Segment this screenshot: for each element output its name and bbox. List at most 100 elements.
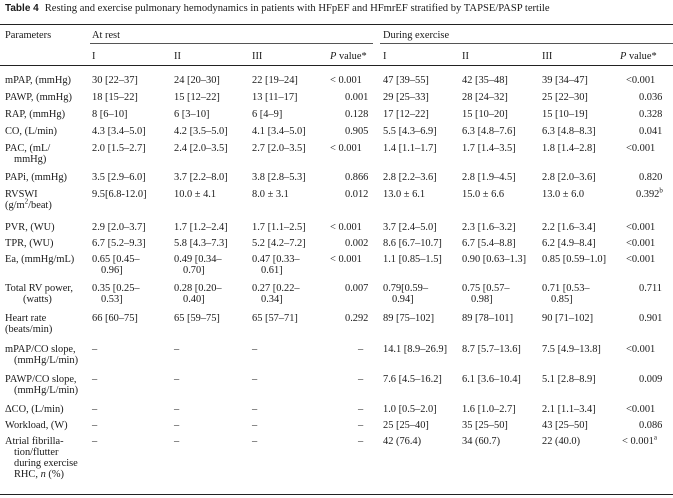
- ex-t3: 1.8 [1.4–2.8]: [542, 143, 596, 154]
- ex-t3: 13.0 ± 6.0: [542, 189, 585, 200]
- ex-p: 0.820: [639, 172, 663, 183]
- ex-t2: 6.1 [3.6–10.4]: [462, 374, 521, 385]
- rest-t2: 15 [12–22]: [174, 92, 220, 103]
- rest-p: –: [358, 436, 364, 447]
- row-param: Total RV power, (watts): [5, 283, 73, 305]
- rest-p: 0.128: [345, 109, 369, 120]
- ex-t1: 1.1 [0.85–1.5]: [383, 254, 442, 265]
- ex-p: 0.711: [639, 283, 662, 294]
- rest-t3: –: [252, 344, 258, 355]
- ex-p: 0.041: [639, 126, 663, 137]
- rest-t2: 4.2 [3.5–5.0]: [174, 126, 228, 137]
- ex-p: <0.001: [626, 344, 656, 355]
- ex-t3: 6.3 [4.8–8.3]: [542, 126, 596, 137]
- ex-t2: 42 [35–48]: [462, 75, 508, 86]
- ex-t1: 3.7 [2.4–5.0]: [383, 222, 437, 233]
- ex-t2: 1.7 [1.4–3.5]: [462, 143, 516, 154]
- rest-t2: 65 [59–75]: [174, 313, 220, 324]
- header-rest-tertile-3: III: [252, 51, 263, 62]
- rest-t1: –: [92, 374, 98, 385]
- ex-t3: 0.85 [0.59–1.0]: [542, 254, 607, 265]
- ex-t2: 2.3 [1.6–3.2]: [462, 222, 516, 233]
- ex-t2: 0.75 [0.57– 0.98]: [462, 283, 510, 305]
- ex-t2: 34 (60.7): [462, 436, 501, 447]
- table-caption: Table 4 Resting and exercise pulmonary he…: [5, 3, 550, 14]
- ex-t1: 25 [25–40]: [383, 420, 429, 431]
- rest-t1: 2.0 [1.5–2.7]: [92, 143, 146, 154]
- table-label: Table 4: [5, 3, 39, 14]
- bottom-rule: [0, 494, 673, 495]
- row-param: mPAP, (mmHg): [5, 75, 72, 86]
- rest-t1: 66 [60–75]: [92, 313, 138, 324]
- header-ex-tertile-3: III: [542, 51, 553, 62]
- rest-t1: 30 [22–37]: [92, 75, 138, 86]
- rest-t1: –: [92, 420, 98, 431]
- row-param: TPR, (WU): [5, 238, 54, 249]
- ex-p: <0.001: [626, 238, 656, 249]
- ex-t1: 42 (76.4): [383, 436, 422, 447]
- ex-p: < 0.001a: [622, 433, 657, 447]
- ex-p: 0.901: [639, 313, 663, 324]
- ex-t2: 0.90 [0.63–1.3]: [462, 254, 527, 265]
- ex-t3: 2.2 [1.6–3.4]: [542, 222, 596, 233]
- rest-t1: –: [92, 436, 98, 447]
- header-rest-tertile-2: II: [174, 51, 181, 62]
- rest-t2: 6 [3–10]: [174, 109, 210, 120]
- row-param: RAP, (mmHg): [5, 109, 66, 120]
- row-param: Heart rate (beats/min): [5, 313, 53, 335]
- rest-p: < 0.001: [330, 254, 362, 265]
- ex-t1: 13.0 ± 6.1: [383, 189, 426, 200]
- rest-t2: 3.7 [2.2–8.0]: [174, 172, 228, 183]
- ex-t1: 89 [75–102]: [383, 313, 435, 324]
- header-parameters: Parameters: [5, 30, 52, 41]
- rest-p: –: [358, 374, 364, 385]
- ex-p: <0.001: [626, 143, 656, 154]
- ex-t3: 7.5 [4.9–13.8]: [542, 344, 601, 355]
- rest-p: –: [358, 344, 364, 355]
- header-ex-pvalue: P value*: [620, 51, 657, 62]
- ex-p: <0.001: [626, 254, 656, 265]
- rest-t1: 0.65 [0.45– 0.96]: [92, 254, 140, 276]
- row-param: Atrial fibrilla-tion/flutter during exerc…: [5, 436, 78, 480]
- rest-t3: 5.2 [4.2–7.2]: [252, 238, 306, 249]
- rest-p: 0.866: [345, 172, 369, 183]
- rest-t2: 5.8 [4.3–7.3]: [174, 238, 228, 249]
- rest-t2: 1.7 [1.2–2.4]: [174, 222, 228, 233]
- rest-t2: 0.28 [0.20– 0.40]: [174, 283, 222, 305]
- ex-p: <0.001: [626, 222, 656, 233]
- rest-t1: 8 [6–10]: [92, 109, 128, 120]
- rest-t3: –: [252, 374, 258, 385]
- rest-t3: 6 [4–9]: [252, 109, 283, 120]
- ex-p: 0.086: [639, 420, 663, 431]
- ex-t2: 15.0 ± 6.6: [462, 189, 505, 200]
- row-param: PVR, (WU): [5, 222, 55, 233]
- row-param: Workload, (W): [5, 420, 68, 431]
- header-rest-tertile-1: I: [92, 51, 96, 62]
- row-param: PAWP/CO slope, (mmHg/L/min): [5, 374, 79, 396]
- rest-t2: 24 [20–30]: [174, 75, 220, 86]
- ex-t2: 8.7 [5.7–13.6]: [462, 344, 521, 355]
- rest-p: –: [358, 404, 364, 415]
- rest-t2: –: [174, 420, 180, 431]
- header-ex-tertile-2: II: [462, 51, 469, 62]
- ex-t3: 6.2 [4.9–8.4]: [542, 238, 596, 249]
- header-rest-pvalue: P value*: [330, 51, 367, 62]
- ex-t3: 15 [10–19]: [542, 109, 588, 120]
- ex-t1: 0.79[0.59– 0.94]: [383, 283, 429, 305]
- ex-t3: 25 [22–30]: [542, 92, 588, 103]
- rest-t1: 9.5[6.8-12.0]: [92, 189, 147, 200]
- row-param: PAC, (mL/mmHg): [5, 143, 51, 165]
- rest-t2: –: [174, 404, 180, 415]
- ex-t3: 2.8 [2.0–3.6]: [542, 172, 596, 183]
- header-rule: [0, 65, 673, 66]
- ex-t3: 39 [34–47]: [542, 75, 588, 86]
- ex-t2: 6.3 [4.8–7.6]: [462, 126, 516, 137]
- rest-t3: 4.1 [3.4–5.0]: [252, 126, 306, 137]
- rest-p: < 0.001: [330, 75, 362, 86]
- ex-p: <0.001: [626, 404, 656, 415]
- ex-t2: 35 [25–50]: [462, 420, 508, 431]
- rest-t3: 0.47 [0.33– 0.61]: [252, 254, 300, 276]
- ex-t3: 90 [71–102]: [542, 313, 594, 324]
- ex-t3: 2.1 [1.1–3.4]: [542, 404, 596, 415]
- rest-t3: –: [252, 404, 258, 415]
